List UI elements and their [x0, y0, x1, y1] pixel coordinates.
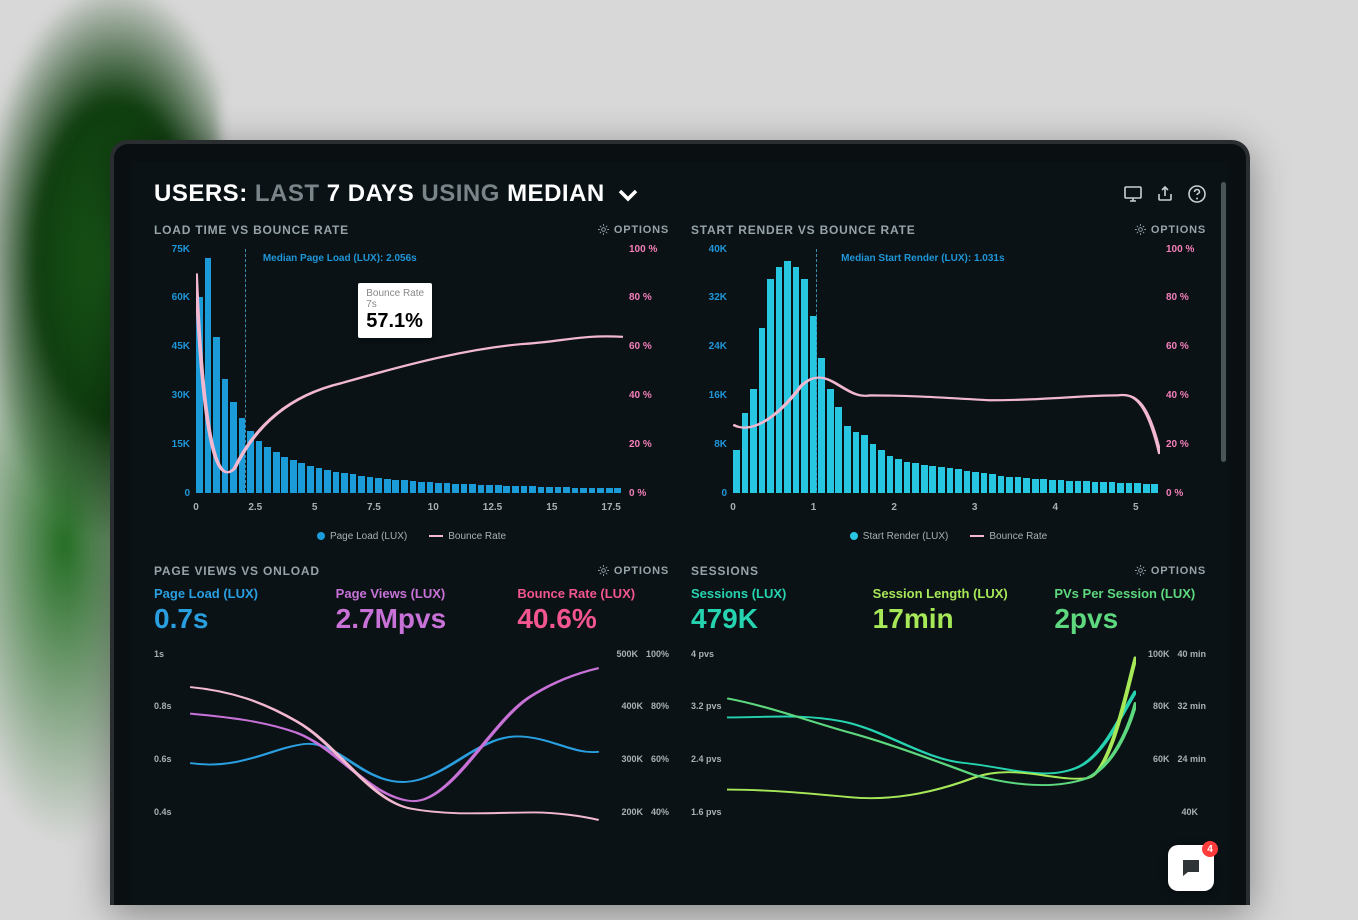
panel-title: LOAD TIME VS BOUNCE RATE: [154, 223, 349, 237]
y-axis-right-tick: 40 %: [1166, 390, 1206, 401]
tooltip: Bounce Rate7s57.1%: [358, 283, 432, 338]
y-axis-left-tick: 32K: [691, 292, 727, 303]
x-axis-tick: 4: [1052, 502, 1058, 513]
y-axis-left-tick: 3.2 pvs: [691, 701, 722, 711]
x-axis-tick: 5: [312, 502, 318, 513]
chat-badge: 4: [1202, 841, 1218, 857]
y-axis-right-tick: 0 %: [629, 488, 669, 499]
y-axis-left-tick: 2.4 pvs: [691, 754, 722, 764]
chat-button[interactable]: 4: [1168, 845, 1214, 891]
y-axis-right-tick: 80 %: [1166, 292, 1206, 303]
median-callout: Median Page Load (LUX): 2.056s: [263, 253, 417, 264]
title-period: 7 DAYS: [327, 180, 415, 207]
panel-load-time: LOAD TIME VS BOUNCE RATE OPTIONS Bounce …: [154, 223, 669, 542]
x-axis-tick: 2.5: [248, 502, 262, 513]
x-axis-tick: 10: [428, 502, 439, 513]
title-prefix: USERS:: [154, 180, 248, 207]
y-axis-right-tick: 60 %: [1166, 341, 1206, 352]
panel-start-render: START RENDER VS BOUNCE RATE OPTIONS 40K 3…: [691, 223, 1206, 542]
chart-page-views: 1s 0.8s 0.6s 0.4s 500K100% 400K80% 300K60% 200K…: [154, 643, 669, 843]
help-icon[interactable]: [1188, 185, 1206, 203]
metric-label: Sessions (LUX): [691, 586, 843, 601]
y-axis-left-tick: 40K: [691, 244, 727, 255]
page-title[interactable]: USERS: LAST 7 DAYS USING MEDIAN: [154, 180, 638, 209]
y-axis-right-tick: 80 %: [629, 292, 669, 303]
y-axis-right-tick: 20 %: [1166, 439, 1206, 450]
metric-value: 479K: [691, 603, 843, 635]
x-axis-tick: 5: [1133, 502, 1139, 513]
metric-label: Page Views (LUX): [336, 586, 488, 601]
options-button[interactable]: OPTIONS: [598, 565, 669, 577]
metric-label: PVs Per Session (LUX): [1054, 586, 1206, 601]
y-axis-left-tick: 75K: [154, 244, 190, 255]
panel-title: PAGE VIEWS VS ONLOAD: [154, 564, 320, 578]
panel-page-views: PAGE VIEWS VS ONLOAD OPTIONS Page Load (…: [154, 564, 669, 843]
title-dim1: LAST: [255, 180, 320, 207]
y-axis-left-tick: 16K: [691, 390, 727, 401]
y-axis-left-tick: 30K: [154, 390, 190, 401]
metric-label: Session Length (LUX): [873, 586, 1025, 601]
y-axis-right-tick: 400K80%: [621, 701, 669, 711]
metric-value: 2pvs: [1054, 603, 1206, 635]
metric-label: Bounce Rate (LUX): [517, 586, 669, 601]
y-axis-right-tick: 300K60%: [621, 754, 669, 764]
panel-title: START RENDER VS BOUNCE RATE: [691, 223, 916, 237]
y-axis-right-tick: 60K24 min: [1153, 754, 1206, 764]
y-axis-left-tick: 60K: [154, 292, 190, 303]
y-axis-right-tick: 40K: [1181, 807, 1206, 817]
metric-value: 2.7Mpvs: [336, 603, 488, 635]
y-axis-left-tick: 1.6 pvs: [691, 807, 722, 817]
y-axis-left-tick: 0.4s: [154, 807, 172, 817]
panel-sessions: SESSIONS OPTIONS Sessions (LUX) 479K Sessi…: [691, 564, 1206, 843]
y-axis-right-tick: 60 %: [629, 341, 669, 352]
title-aggregation: MEDIAN: [507, 180, 605, 207]
y-axis-left-tick: 0.8s: [154, 701, 172, 711]
y-axis-right-tick: 80K32 min: [1153, 701, 1206, 711]
share-icon[interactable]: [1156, 185, 1174, 203]
x-axis-tick: 7.5: [367, 502, 381, 513]
x-axis-tick: 12.5: [483, 502, 502, 513]
y-axis-right-tick: 500K100%: [616, 649, 669, 659]
y-axis-right-tick: 100 %: [629, 244, 669, 255]
y-axis-left-tick: 4 pvs: [691, 649, 714, 659]
x-axis-tick: 2: [891, 502, 897, 513]
options-button[interactable]: OPTIONS: [1135, 565, 1206, 577]
x-axis-tick: 17.5: [601, 502, 620, 513]
y-axis-left-tick: 8K: [691, 439, 727, 450]
y-axis-right-tick: 20 %: [629, 439, 669, 450]
y-axis-right-tick: 200K40%: [621, 807, 669, 817]
y-axis-right-tick: 0 %: [1166, 488, 1206, 499]
chart-load-time: Bounce Rate7s57.1% 75K60K45K30K15K0100 %…: [154, 245, 669, 535]
metric-value: 0.7s: [154, 603, 306, 635]
y-axis-right-tick: 40 %: [629, 390, 669, 401]
x-axis-tick: 3: [972, 502, 978, 513]
chart-sessions: 4 pvs 3.2 pvs 2.4 pvs 1.6 pvs 100K40 min 80K3…: [691, 643, 1206, 843]
y-axis-left-tick: 0.6s: [154, 754, 172, 764]
chart-start-render: 40K 32K 24K 16K 8K 0 100 % 80 % 60 % 40 % 20 % 0 % 0…: [691, 245, 1206, 535]
x-axis-tick: 15: [546, 502, 557, 513]
y-axis-right-tick: 100 %: [1166, 244, 1206, 255]
x-axis-tick: 1: [811, 502, 817, 513]
chevron-down-icon[interactable]: [618, 181, 638, 209]
y-axis-right-tick: 100K40 min: [1148, 649, 1206, 659]
monitor-icon[interactable]: [1124, 185, 1142, 203]
options-button[interactable]: OPTIONS: [598, 224, 669, 236]
x-axis-tick: 0: [193, 502, 199, 513]
y-axis-left-tick: 0: [691, 488, 727, 499]
options-button[interactable]: OPTIONS: [1135, 224, 1206, 236]
y-axis-left-tick: 15K: [154, 439, 190, 450]
title-dim2: USING: [421, 180, 500, 207]
y-axis-left-tick: 0: [154, 488, 190, 499]
metric-label: Page Load (LUX): [154, 586, 306, 601]
panel-title: SESSIONS: [691, 564, 759, 578]
y-axis-left-tick: 45K: [154, 341, 190, 352]
median-callout: Median Start Render (LUX): 1.031s: [841, 253, 1004, 264]
metric-value: 40.6%: [517, 603, 669, 635]
scrollbar[interactable]: [1221, 182, 1226, 462]
y-axis-left-tick: 24K: [691, 341, 727, 352]
y-axis-left-tick: 1s: [154, 649, 164, 659]
x-axis-tick: 0: [730, 502, 736, 513]
metric-value: 17min: [873, 603, 1025, 635]
